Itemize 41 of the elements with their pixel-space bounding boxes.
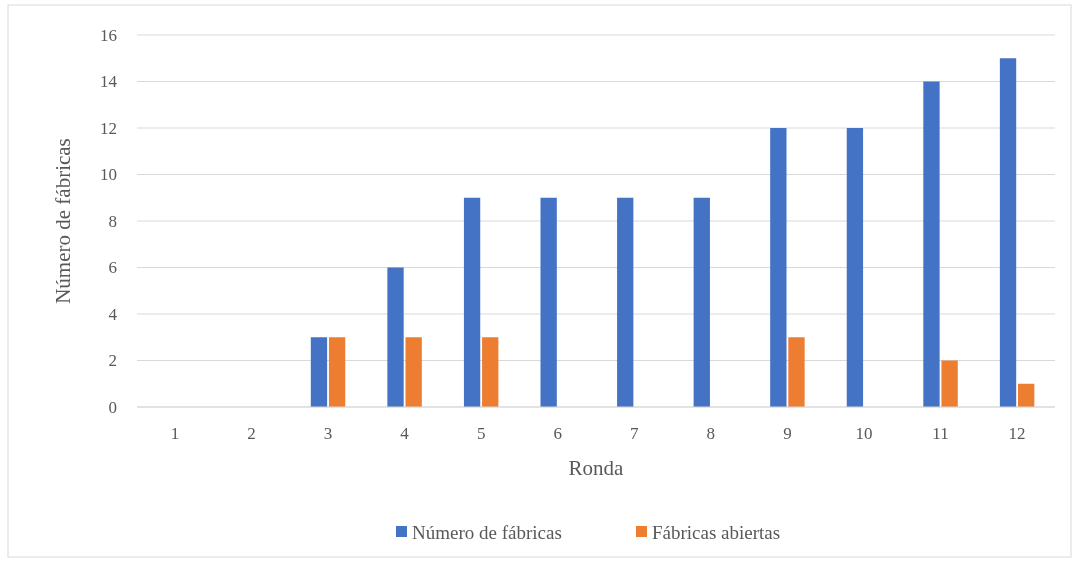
y-tick-label: 2 — [108, 351, 117, 371]
y-tick-label: 8 — [108, 211, 117, 231]
bar — [788, 337, 805, 407]
bar — [770, 128, 787, 407]
x-tick-label: 6 — [553, 424, 562, 443]
y-tick-label: 6 — [108, 258, 117, 278]
x-tick-label: 2 — [247, 424, 256, 443]
bar — [387, 267, 404, 407]
bar — [463, 197, 481, 407]
bar — [328, 337, 346, 407]
bar — [846, 128, 864, 407]
bar — [482, 337, 499, 407]
y-tick-label: 0 — [108, 397, 117, 417]
x-tick-label: 12 — [1008, 424, 1026, 443]
bar — [310, 337, 328, 407]
x-axis-title: Ronda — [568, 456, 625, 480]
y-tick-label: 14 — [100, 72, 118, 92]
x-tick-label: 4 — [400, 424, 410, 443]
x-tick-label: 5 — [476, 424, 486, 443]
y-tick-label: 4 — [108, 304, 118, 324]
bar — [540, 197, 557, 407]
x-tick-label: 10 — [855, 424, 873, 443]
bar — [693, 197, 710, 407]
x-tick-label: 11 — [932, 424, 949, 443]
y-tick-label: 12 — [100, 118, 117, 138]
legend-label: Fábricas abiertas — [652, 521, 781, 543]
x-tick-label: 9 — [783, 424, 792, 443]
bar — [923, 81, 940, 407]
y-tick-label: 16 — [100, 25, 117, 45]
bar — [617, 197, 634, 407]
bar — [999, 58, 1017, 407]
bar — [405, 337, 422, 407]
x-tick-label: 7 — [630, 424, 640, 443]
x-tick-label: 1 — [170, 424, 180, 443]
legend-label: Número de fábricas — [412, 521, 562, 543]
x-tick-label: 8 — [706, 424, 716, 443]
bar — [941, 360, 958, 407]
y-tick-label: 10 — [100, 165, 117, 185]
x-tick-label: 3 — [323, 424, 333, 443]
y-axis-title: Número de fábricas — [51, 138, 75, 304]
bar — [1018, 383, 1035, 407]
